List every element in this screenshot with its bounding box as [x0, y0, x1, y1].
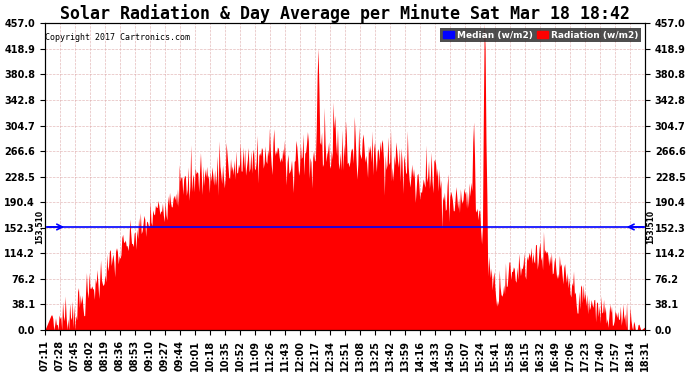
Text: Copyright 2017 Cartronics.com: Copyright 2017 Cartronics.com: [46, 33, 190, 42]
Text: 153.510: 153.510: [646, 210, 655, 244]
Legend: Median (w/m2), Radiation (w/m2): Median (w/m2), Radiation (w/m2): [440, 28, 640, 42]
Text: 153.510: 153.510: [35, 210, 44, 244]
Title: Solar Radiation & Day Average per Minute Sat Mar 18 18:42: Solar Radiation & Day Average per Minute…: [60, 4, 630, 23]
